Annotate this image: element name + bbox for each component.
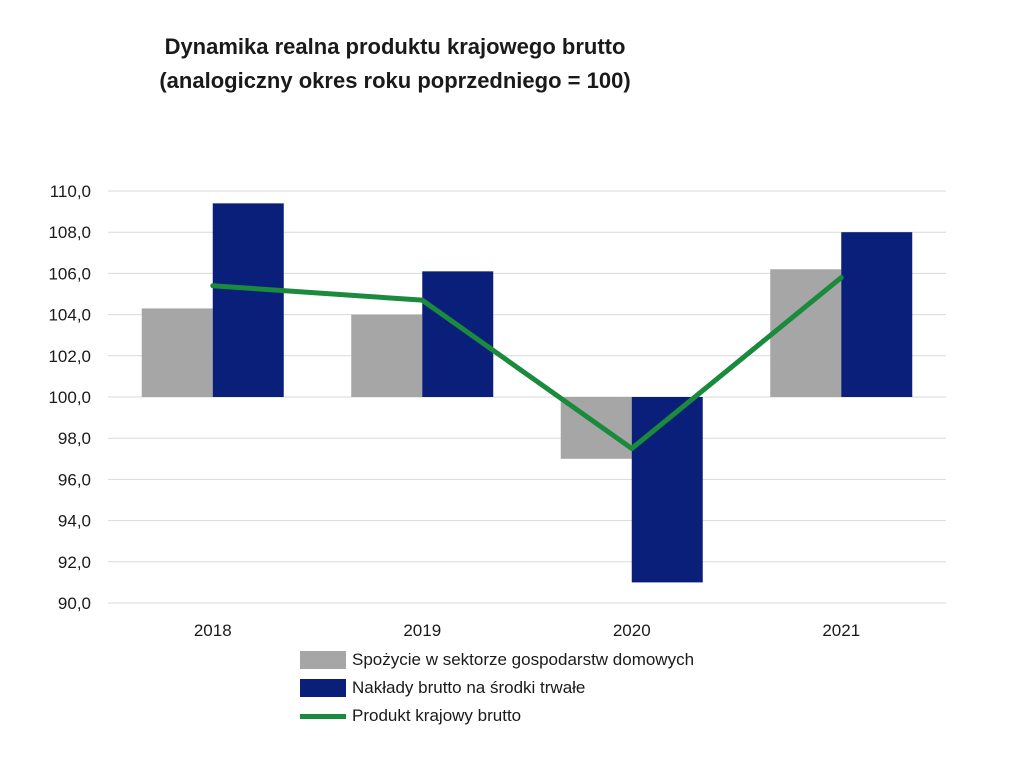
y-tick-label: 102,0	[48, 347, 91, 366]
bar-consumption	[770, 269, 842, 397]
bar-investment	[422, 271, 494, 397]
y-tick-label: 106,0	[48, 264, 91, 283]
legend-item: Spożycie w sektorze gospodarstw domowych	[300, 646, 694, 674]
y-tick-label: 108,0	[48, 223, 91, 242]
chart-legend: Spożycie w sektorze gospodarstw domowych…	[300, 646, 694, 730]
legend-label-gdp: Produkt krajowy brutto	[352, 706, 522, 725]
y-tick-label: 92,0	[58, 553, 91, 572]
legend-label-consumption: Spożycie w sektorze gospodarstw domowych	[352, 650, 695, 669]
bar-consumption	[351, 314, 423, 397]
x-tick-label: 2020	[613, 621, 651, 640]
legend-item: Nakłady brutto na środki trwałe	[300, 674, 694, 702]
line-gdp	[210, 275, 844, 451]
x-tick-label: 2021	[822, 621, 860, 640]
legend-item: Produkt krajowy brutto	[300, 702, 694, 730]
y-tick-label: 110,0	[50, 182, 91, 201]
y-tick-label: 90,0	[58, 594, 91, 613]
bar-investment	[212, 203, 284, 397]
legend-swatch-consumption	[300, 651, 346, 669]
bar-consumption	[141, 308, 213, 397]
legend-swatch-investment	[300, 679, 346, 697]
legend-swatch-gdp	[300, 707, 346, 725]
y-tick-label: 96,0	[58, 470, 91, 489]
y-tick-label: 104,0	[48, 306, 91, 325]
bar-investment	[631, 397, 703, 583]
x-tick-label: 2019	[403, 621, 441, 640]
y-tick-label: 100,0	[48, 388, 91, 407]
legend-label-investment: Nakłady brutto na środki trwałe	[352, 678, 586, 697]
chart-title-line1: Dynamika realna produktu krajowego brutt…	[164, 34, 626, 59]
bar-investment	[841, 232, 913, 397]
x-tick-label: 2018	[194, 621, 232, 640]
y-tick-label: 98,0	[58, 429, 91, 448]
y-tick-label: 94,0	[58, 512, 91, 531]
chart-title: Dynamika realna produktu krajowego brutt…	[0, 30, 790, 98]
chart-title-line2: (analogiczny okres roku poprzedniego = 1…	[159, 68, 631, 93]
